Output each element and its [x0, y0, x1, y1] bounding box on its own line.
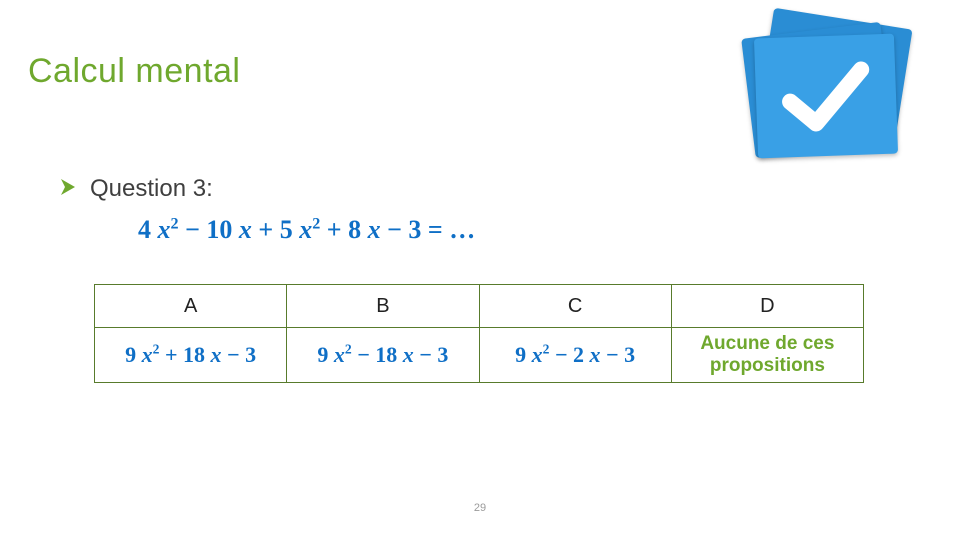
answer-header[interactable]: C — [479, 285, 671, 328]
deco-shape — [910, 220, 960, 540]
checkmark-stack-icon — [720, 12, 920, 182]
answer-header[interactable]: A — [95, 285, 287, 328]
bullet-icon — [58, 177, 78, 202]
question-expression: 4 x2 − 10 x + 5 x2 + 8 x − 3 = … — [138, 215, 475, 245]
answer-header[interactable]: B — [287, 285, 479, 328]
answer-cell[interactable]: Aucune de cespropositions — [671, 328, 863, 383]
question-label: Question 3: — [90, 175, 213, 203]
slide-number: 29 — [474, 502, 486, 514]
answer-cell[interactable]: 9 x2 − 18 x − 3 — [287, 328, 479, 383]
answer-cell[interactable]: 9 x2 − 2 x − 3 — [479, 328, 671, 383]
answer-header[interactable]: D — [671, 285, 863, 328]
note-front — [754, 34, 898, 159]
answers-table: A B C D 9 x2 + 18 x − 3 9 x2 − 18 x − 3 … — [94, 284, 864, 383]
answer-cell[interactable]: 9 x2 + 18 x − 3 — [95, 328, 287, 383]
table-answer-row: 9 x2 + 18 x − 3 9 x2 − 18 x − 3 9 x2 − 2… — [95, 328, 864, 383]
checkmark-icon — [769, 49, 882, 143]
question-row: Question 3: — [58, 175, 213, 203]
table-header-row: A B C D — [95, 285, 864, 328]
page-title: Calcul mental — [28, 52, 240, 91]
